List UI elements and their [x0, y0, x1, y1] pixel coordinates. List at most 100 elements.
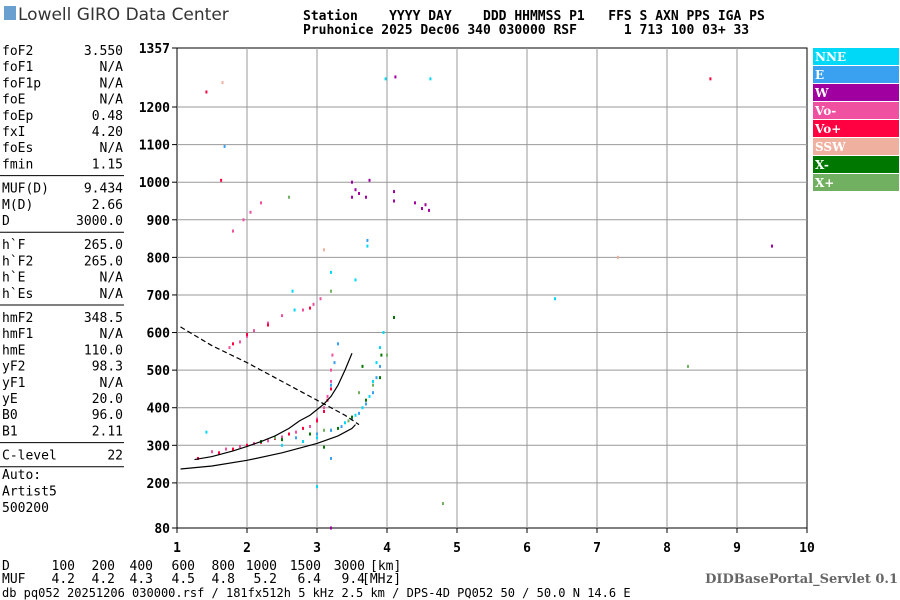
param-name: h`E	[2, 271, 25, 286]
echo-point	[382, 331, 385, 335]
echo-point	[288, 432, 290, 436]
auto-text: Auto:	[2, 468, 41, 483]
echo-point	[428, 208, 430, 212]
param-name: foE	[2, 93, 25, 108]
echo-point	[323, 428, 325, 432]
echo-point	[372, 379, 374, 383]
y-tick-label: 1200	[139, 101, 170, 116]
echo-point	[319, 297, 322, 301]
echo-point	[330, 289, 332, 293]
x-tick-label: 6	[523, 541, 531, 556]
echo-point	[205, 430, 208, 434]
echo-point	[239, 444, 241, 448]
echo-point	[249, 210, 252, 214]
echo-point	[232, 342, 234, 346]
param-value: 2.66	[92, 198, 123, 213]
legend-swatch	[813, 174, 899, 191]
footer-value: 5.2	[254, 572, 277, 587]
echo-point	[246, 334, 248, 338]
param-value: N/A	[100, 141, 124, 156]
echo-point	[347, 419, 350, 423]
footer-label: D	[2, 559, 10, 574]
param-name: foEp	[2, 109, 33, 124]
echo-point	[239, 340, 241, 344]
echo-point	[333, 361, 336, 365]
footer-value: 4.2	[52, 572, 75, 587]
echo-point	[379, 346, 381, 350]
logo: Lowell GIRO Data Center	[18, 5, 229, 25]
param-value: 9.434	[84, 182, 123, 197]
echo-point	[293, 308, 296, 312]
echo-point	[253, 329, 255, 333]
echo-point	[295, 430, 297, 434]
echo-point	[281, 438, 283, 442]
echo-point	[687, 364, 689, 368]
param-value: 4.20	[92, 125, 123, 140]
auto-text: 500200	[2, 501, 49, 516]
echo-point	[351, 417, 353, 421]
profile-curve	[180, 424, 356, 470]
echo-point	[384, 77, 387, 81]
footer-value: 6.4	[298, 572, 322, 587]
param-name: foEs	[2, 141, 33, 156]
footer-label: MUF	[2, 572, 26, 587]
echo-point	[330, 526, 332, 530]
auto-text: Artist5	[2, 485, 57, 500]
param-value: 1.15	[92, 157, 123, 172]
echo-point	[393, 199, 395, 203]
echo-point	[361, 364, 364, 368]
echo-point	[330, 379, 332, 383]
legend-swatch	[813, 120, 899, 137]
footer-value: 3000	[334, 559, 365, 574]
y-tick-label: 1000	[139, 176, 170, 191]
echo-point	[218, 451, 220, 455]
echo-point	[274, 436, 276, 440]
y-tick-label: 80	[154, 522, 170, 537]
param-value: 110.0	[84, 343, 123, 358]
echo-point	[211, 450, 213, 454]
y-tick-label: 600	[147, 327, 171, 342]
y-tick-label: 800	[147, 251, 171, 266]
echo-point	[375, 361, 378, 365]
param-value: 265.0	[84, 254, 123, 269]
echo-point	[267, 439, 269, 443]
echo-point	[246, 332, 248, 336]
echo-point	[288, 195, 290, 199]
echo-point	[302, 308, 304, 312]
echo-point	[414, 201, 416, 205]
echo-point	[442, 502, 444, 506]
echo-point	[260, 201, 262, 205]
echo-point	[351, 415, 353, 419]
echo-point	[232, 447, 234, 451]
echo-point	[709, 77, 712, 81]
logo-icon	[4, 6, 16, 20]
servlet: DIDBasePortal_Servlet 0.1	[705, 572, 898, 587]
x-tick-label: 7	[593, 541, 601, 556]
echo-point	[344, 421, 346, 425]
echo-point	[771, 244, 773, 248]
echo-point	[393, 190, 395, 194]
param-value: N/A	[100, 76, 124, 91]
legend-label: NNE	[815, 50, 846, 64]
param-value: 265.0	[84, 238, 123, 253]
legend-swatch	[813, 156, 899, 173]
y-tick-label: 1357	[139, 42, 170, 57]
echo-point	[330, 368, 332, 372]
echo-point	[302, 440, 304, 444]
param-name: h`F2	[2, 254, 33, 269]
echo-point	[424, 203, 427, 207]
echo-point	[281, 435, 283, 439]
param-name: C-level	[2, 449, 57, 464]
echo-point	[375, 376, 378, 380]
echo-point	[379, 376, 381, 380]
echo-point	[225, 447, 227, 451]
param-value: 348.5	[84, 311, 123, 326]
param-name: fxI	[2, 125, 25, 140]
echo-point	[316, 419, 318, 423]
echo-point	[323, 406, 325, 410]
echo-point	[295, 436, 297, 440]
param-value: N/A	[100, 376, 124, 391]
param-value: N/A	[100, 60, 124, 75]
echo-point	[354, 413, 357, 417]
